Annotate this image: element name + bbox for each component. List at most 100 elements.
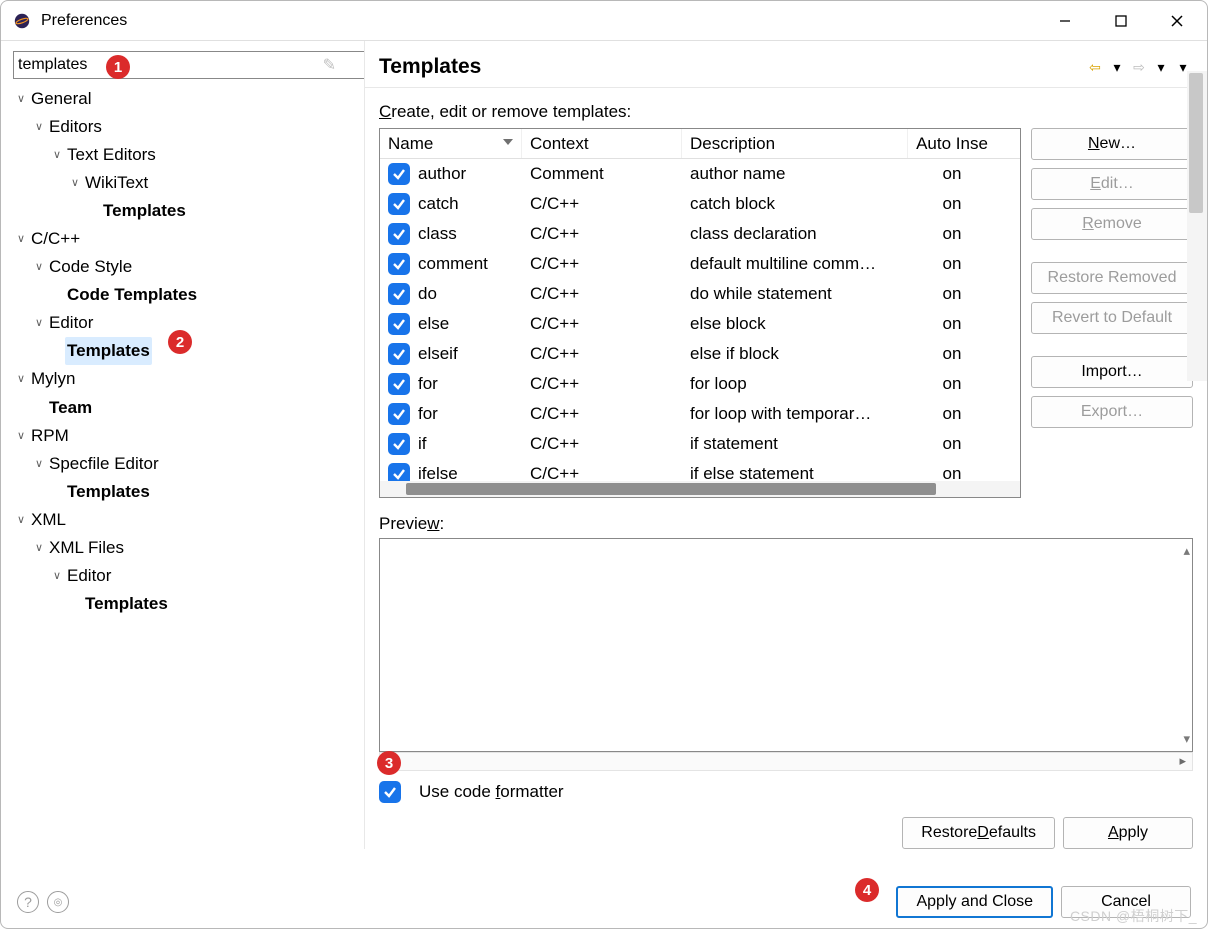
chevron-down-icon[interactable]: ∨ <box>31 118 47 136</box>
chevron-down-icon[interactable]: ∨ <box>13 230 29 248</box>
help-icon[interactable]: ? <box>17 891 39 913</box>
col-context[interactable]: Context <box>522 129 682 158</box>
chevron-down-icon[interactable]: ∨ <box>49 567 65 585</box>
chevron-down-icon[interactable]: ∨ <box>31 455 47 473</box>
templates-table[interactable]: Name Context Description Auto Inse autho… <box>379 128 1021 498</box>
cell-context: C/C++ <box>522 314 682 334</box>
table-row[interactable]: doC/C++do while statementon <box>380 279 1020 309</box>
tree-item[interactable]: Team <box>13 394 352 422</box>
close-button[interactable] <box>1149 1 1205 41</box>
row-checkbox[interactable] <box>388 193 410 215</box>
cell-name: class <box>380 223 522 245</box>
chevron-down-icon[interactable]: ∨ <box>13 370 29 388</box>
tree-item[interactable]: Code Templates <box>13 281 352 309</box>
cell-description: for loop <box>682 374 908 394</box>
filter-input[interactable] <box>13 51 365 79</box>
tree-item[interactable]: ∨C/C++ <box>13 225 352 253</box>
back-icon[interactable]: ⇦ <box>1085 57 1105 77</box>
table-row[interactable]: catchC/C++catch blockon <box>380 189 1020 219</box>
chevron-down-icon[interactable]: ∨ <box>13 511 29 529</box>
chevron-down-icon[interactable]: ∨ <box>13 427 29 445</box>
tree-item[interactable]: Templates <box>13 590 352 618</box>
chevron-down-icon[interactable]: ∨ <box>31 314 47 332</box>
tree-item-label: WikiText <box>83 169 150 197</box>
cell-name-text: if <box>418 434 427 454</box>
clear-filter-icon[interactable]: ✎ <box>323 55 336 75</box>
tree-item[interactable]: Templates <box>13 197 352 225</box>
tree-item[interactable]: ∨Editors <box>13 113 352 141</box>
tree-item-label: Specfile Editor <box>47 450 161 478</box>
export-button[interactable]: Export… <box>1031 396 1193 428</box>
table-row[interactable]: elseC/C++else blockon <box>380 309 1020 339</box>
footer-left-icons: ? ◎ <box>17 891 888 913</box>
new-button[interactable]: New… <box>1031 128 1193 160</box>
table-row[interactable]: elseifC/C++else if blockon <box>380 339 1020 369</box>
revert-default-button[interactable]: Revert to Default <box>1031 302 1193 334</box>
chevron-down-icon[interactable]: ∨ <box>13 90 29 108</box>
row-checkbox[interactable] <box>388 253 410 275</box>
tree-item[interactable]: ∨XML Files <box>13 534 352 562</box>
tree-item[interactable]: ∨Mylyn <box>13 365 352 393</box>
scroll-up-icon[interactable]: ▴ <box>1183 543 1190 559</box>
table-row[interactable]: ifelseC/C++if else statementon <box>380 459 1020 481</box>
row-checkbox[interactable] <box>388 403 410 425</box>
restore-removed-button[interactable]: Restore Removed <box>1031 262 1193 294</box>
tree-item[interactable]: Templates <box>13 478 352 506</box>
row-checkbox[interactable] <box>388 313 410 335</box>
edit-button[interactable]: Edit… <box>1031 168 1193 200</box>
table-hscrollbar[interactable] <box>380 481 1020 497</box>
tree-item[interactable]: ∨Code Style <box>13 253 352 281</box>
back-menu-icon[interactable]: ▾ <box>1107 57 1127 77</box>
tree-item[interactable]: ∨RPM <box>13 422 352 450</box>
oomph-icon[interactable]: ◎ <box>47 891 69 913</box>
row-checkbox[interactable] <box>388 373 410 395</box>
tree-item[interactable]: ∨WikiText <box>13 169 352 197</box>
minimize-button[interactable] <box>1037 1 1093 41</box>
row-checkbox[interactable] <box>388 163 410 185</box>
table-row[interactable]: ifC/C++if statementon <box>380 429 1020 459</box>
tree-item[interactable]: ∨Text Editors <box>13 141 352 169</box>
chevron-down-icon[interactable]: ∨ <box>31 258 47 276</box>
row-checkbox[interactable] <box>388 463 410 481</box>
import-button[interactable]: Import… <box>1031 356 1193 388</box>
col-auto-insert[interactable]: Auto Inse <box>908 129 996 158</box>
cell-description: if statement <box>682 434 908 454</box>
chevron-down-icon[interactable]: ∨ <box>67 174 83 192</box>
table-row[interactable]: classC/C++class declarationon <box>380 219 1020 249</box>
restore-defaults-button[interactable]: Restore Defaults <box>902 817 1055 849</box>
use-formatter-checkbox[interactable] <box>379 781 401 803</box>
row-checkbox[interactable] <box>388 433 410 455</box>
remove-button[interactable]: Remove <box>1031 208 1193 240</box>
preview-box[interactable]: ▴ ▾ <box>379 538 1193 752</box>
maximize-button[interactable] <box>1093 1 1149 41</box>
tree-item[interactable]: ∨Editor <box>13 562 352 590</box>
table-row[interactable]: commentC/C++default multiline comm…on <box>380 249 1020 279</box>
tree-item[interactable]: ∨General <box>13 85 352 113</box>
cell-description: class declaration <box>682 224 908 244</box>
table-row[interactable]: forC/C++for loop with temporar…on <box>380 399 1020 429</box>
tree-item-label: RPM <box>29 422 71 450</box>
chevron-down-icon[interactable]: ∨ <box>49 146 65 164</box>
scroll-down-icon[interactable]: ▾ <box>1183 731 1190 747</box>
row-checkbox[interactable] <box>388 283 410 305</box>
row-checkbox[interactable] <box>388 223 410 245</box>
table-header[interactable]: Name Context Description Auto Inse <box>380 129 1020 159</box>
scroll-right-icon[interactable]: ▸ <box>1173 753 1192 769</box>
preview-hscrollbar[interactable]: ◂ ▸ <box>379 752 1193 771</box>
scroll-thumb[interactable] <box>406 483 936 495</box>
table-row[interactable]: forC/C++for loopon <box>380 369 1020 399</box>
tree-item-label: Editor <box>65 562 113 590</box>
tree-item[interactable]: ∨Specfile Editor <box>13 450 352 478</box>
col-description[interactable]: Description <box>682 129 908 158</box>
table-area: Name Context Description Auto Inse autho… <box>365 128 1207 498</box>
apply-and-close-button[interactable]: Apply and Close <box>896 886 1053 918</box>
apply-button[interactable]: Apply <box>1063 817 1193 849</box>
table-row[interactable]: authorCommentauthor nameon <box>380 159 1020 189</box>
cell-auto-insert: on <box>908 254 996 274</box>
tree-item[interactable]: ∨XML <box>13 506 352 534</box>
forward-menu-icon[interactable]: ▾ <box>1151 57 1171 77</box>
row-checkbox[interactable] <box>388 343 410 365</box>
chevron-down-icon[interactable]: ∨ <box>31 539 47 557</box>
col-name[interactable]: Name <box>380 129 522 158</box>
forward-icon[interactable]: ⇨ <box>1129 57 1149 77</box>
